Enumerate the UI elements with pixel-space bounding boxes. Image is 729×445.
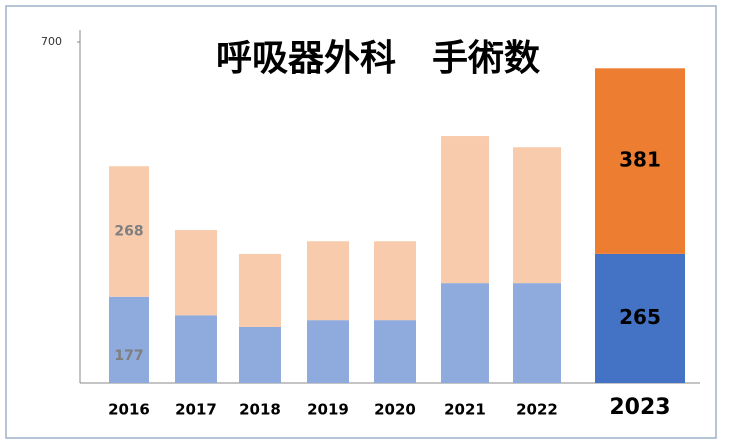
data-label: 177 [114, 348, 143, 364]
x-tick-label: 2023 [609, 395, 670, 420]
bar-segment [239, 253, 281, 327]
x-tick-label: 2021 [444, 401, 486, 419]
x-tick-label: 2019 [307, 401, 349, 419]
x-tick-label: 2016 [108, 401, 150, 419]
bar-segment [441, 283, 489, 383]
x-tick-label: 2018 [239, 401, 281, 419]
x-tick-label: 2017 [175, 401, 217, 419]
bar-segment [239, 326, 281, 383]
bar-segment [307, 320, 349, 383]
bar-segment [175, 230, 217, 316]
data-label: 268 [114, 223, 143, 239]
x-tick-label: 2022 [516, 401, 558, 419]
bar-segment [109, 166, 149, 297]
chart-title: 呼吸器外科 手術数 [216, 38, 540, 79]
bar-segment [441, 136, 489, 284]
data-label: 265 [619, 305, 661, 329]
bar-segment [374, 320, 416, 383]
bar-segment [374, 241, 416, 321]
y-tick-label: 700 [41, 35, 62, 48]
bar-segment [175, 315, 217, 383]
bar-segment [513, 283, 561, 383]
bar-segment [513, 147, 561, 284]
x-tick-label: 2020 [374, 401, 416, 419]
bar-segment [307, 241, 349, 321]
bar-segment [595, 253, 685, 383]
data-label: 381 [619, 148, 661, 172]
bar-segment [109, 296, 149, 383]
bar-segment [595, 68, 685, 254]
